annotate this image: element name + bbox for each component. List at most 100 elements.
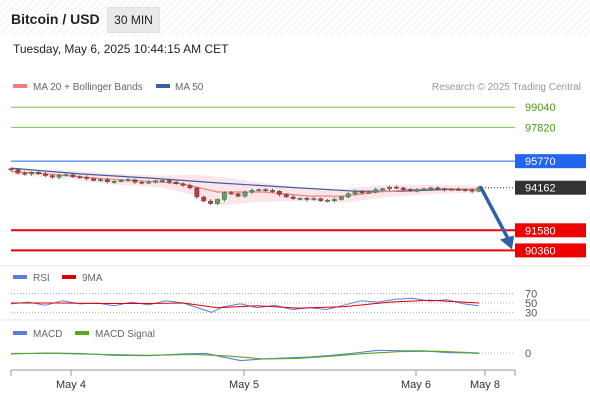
candle-body [318,198,324,201]
candle-body [442,188,447,191]
level-label-target: 99040 [525,102,556,114]
candle-body [77,176,83,179]
candle [173,181,179,185]
candle-body [297,198,303,200]
level-label-bg-pivot [515,154,586,169]
chart-title: Bitcoin / USD [11,11,100,27]
candle-body [359,190,365,194]
legend-macd-signal-label: MACD Signal [95,329,155,340]
candle-body [345,193,351,198]
candle-body [352,190,358,194]
candle-body [29,172,35,175]
candle-body [221,192,227,200]
candle [146,180,152,184]
candle-body [56,174,62,178]
candle-body [304,198,310,200]
x-tick-label: May 4 [56,379,86,391]
candle [421,187,427,192]
candle-body [146,181,152,184]
candle [153,179,158,184]
candle [84,175,90,181]
legend-macd-signal-swatch [75,331,89,335]
candle-body [228,192,234,195]
timeframe-button[interactable]: 30 MIN [107,7,160,33]
candle-body [387,186,392,189]
candle [215,198,220,206]
candle [449,187,454,191]
candle-body [414,189,420,192]
candle [373,187,379,194]
candle-body [15,169,21,174]
level-label-support: 90360 [525,245,556,257]
candle [338,195,344,201]
candle [166,178,172,185]
candle [98,178,103,182]
candle-body [166,180,172,183]
candle-body [173,181,179,184]
candle-body [160,180,165,182]
candle-body [338,196,344,200]
legend-macd-label: MACD [33,329,62,340]
x-tick-label: May 6 [401,379,431,391]
candle [180,182,186,187]
candle-body [111,181,117,183]
forecast-arrow-head [500,235,514,250]
candle [428,186,434,191]
candle [455,187,461,191]
candle [91,177,96,182]
candle [345,192,351,199]
ma50-line [10,167,479,192]
candle-body [290,196,296,199]
candle-body [43,173,48,176]
rsi-tick-label: 30 [525,307,537,319]
candle-body [84,176,90,179]
candle [49,174,55,179]
candle [394,185,399,189]
header-bar: Bitcoin / USD 30 MIN [0,0,590,36]
candle [366,190,372,194]
candle-body [373,189,379,193]
candle [104,177,110,184]
candle-body [421,188,427,191]
candle-body [194,187,200,198]
level-label-pivot: 95770 [525,156,556,168]
candle-body [153,180,158,183]
macd-tick-label: 0 [525,348,531,360]
candle [221,191,227,202]
candle [311,196,317,201]
candle-body [98,179,103,182]
candle [111,180,117,184]
candle-body [180,183,186,186]
copyright-text: Research © 2025 Trading Central [432,82,581,93]
candle-body [394,186,399,189]
candle-body [449,189,454,191]
candle [63,172,69,177]
candle-body [428,187,434,190]
candle-body [8,168,14,171]
candle [132,178,138,184]
candle [325,198,330,203]
candle-body [256,189,262,191]
candle [270,188,275,193]
price-panel: 99040 97820 95770 94162 91580 90360 [8,102,586,258]
candle [201,195,207,203]
legend-ma50-swatch [156,84,170,88]
candle [43,172,48,177]
candle-body [208,200,213,204]
candle [160,179,165,183]
macd-panel: 0 [10,348,531,362]
candle [22,171,28,176]
candle [208,199,213,205]
candle-body [22,172,28,175]
candle [29,171,35,176]
candle-body [187,185,193,189]
candle [70,173,76,178]
candle-body [469,189,475,192]
candle-body [263,189,269,191]
candle [352,189,358,196]
candle-body [311,198,317,201]
candle-body [270,190,275,192]
legend-rsi-ma-swatch [62,275,76,279]
candle [249,188,255,194]
